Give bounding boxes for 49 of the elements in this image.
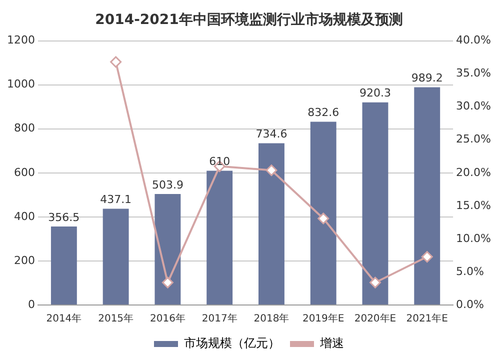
y-tick-label: 800: [14, 122, 35, 135]
chart-title: 2014-2021年中国环境监测行业市场规模及预测: [95, 11, 403, 28]
data-label: 920.3: [359, 86, 391, 100]
y-tick-label: 0: [28, 298, 35, 311]
point: [421, 251, 433, 263]
bar: [414, 87, 440, 304]
y-tick-label: 1200: [6, 34, 35, 47]
y2-tick-label: 20.0%: [456, 166, 492, 179]
x-tick-label: 2016年: [150, 312, 186, 325]
y-tick-label: 400: [14, 210, 35, 223]
y2-tick-label: 40.0%: [456, 34, 492, 47]
bar: [258, 143, 284, 304]
point: [110, 56, 122, 68]
x-tick-label: 2020年E: [354, 312, 396, 325]
bar: [206, 170, 233, 304]
y2-tick-label: 35.0%: [456, 66, 492, 80]
x-tick-label: 2014年: [46, 312, 82, 325]
x-tick-label: 2018年: [254, 312, 290, 325]
point: [162, 276, 174, 288]
data-label: 734.6: [256, 128, 288, 141]
x-tick-label: 2017年: [202, 312, 238, 325]
point: [369, 276, 381, 288]
y2-tick-label: 30.0%: [456, 100, 492, 113]
data-label: 989.2: [411, 72, 443, 85]
point: [266, 164, 278, 176]
y-tick-label: 1000: [6, 78, 35, 91]
y2-tick-label: 10.0%: [456, 232, 492, 245]
data-label: 832.6: [308, 106, 340, 120]
legend-label: 增速: [319, 336, 344, 350]
y2-tick-label: 25.0%: [456, 132, 492, 146]
y-tick-label: 200: [14, 254, 35, 267]
y2-tick-label: 15.0%: [456, 198, 492, 212]
x-tick-label: 2021年E: [406, 312, 448, 325]
x-tick-label: 2015年: [98, 312, 134, 325]
y2-tick-label: 0.0%: [456, 298, 484, 311]
data-label: 503.9: [152, 178, 184, 192]
bar: [102, 208, 129, 304]
y2-tick-label: 5.0%: [456, 264, 484, 278]
data-label: 610: [209, 155, 230, 168]
y-tick-label: 600: [14, 166, 35, 179]
data-label: 437.1: [100, 193, 132, 206]
legend-label: 市场规模（亿元）: [184, 336, 280, 350]
bar: [50, 226, 77, 304]
point: [318, 212, 330, 224]
bar: [154, 194, 181, 304]
x-tick-label: 2019年E: [302, 312, 344, 325]
bar: [310, 122, 336, 304]
data-label: 356.5: [48, 210, 80, 224]
bar: [362, 102, 388, 304]
